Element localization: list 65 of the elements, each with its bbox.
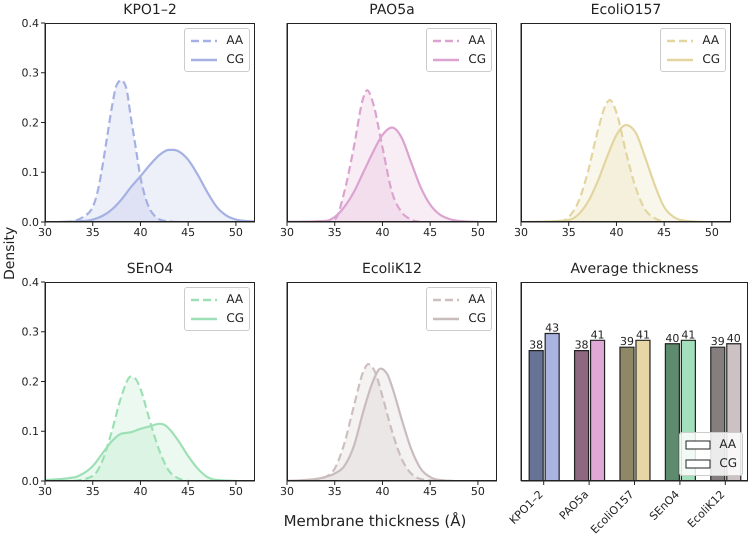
data-label: 43 bbox=[545, 321, 560, 334]
y-tick-label: 0.1 bbox=[22, 425, 39, 438]
x-tick-label: 50 bbox=[470, 226, 485, 239]
legend-label: AA bbox=[468, 32, 486, 49]
x-tick-label: 35 bbox=[562, 226, 576, 239]
x-tick-label: 45 bbox=[423, 484, 438, 498]
x-tick-label: 45 bbox=[423, 226, 438, 239]
x-tick-label: 30 bbox=[38, 484, 52, 498]
chart-title: SEnO4 bbox=[126, 260, 174, 278]
x-tick-label: 30 bbox=[280, 226, 294, 239]
x-tick-label: 40 bbox=[375, 226, 390, 239]
x-tick-label: 50 bbox=[228, 226, 243, 239]
legend-label: CG bbox=[226, 310, 244, 327]
data-label: 38 bbox=[574, 338, 589, 352]
y-tick-label: 0.0 bbox=[22, 474, 39, 488]
y-axis-title: Density bbox=[2, 226, 18, 280]
x-tick-label: 35 bbox=[86, 484, 100, 498]
y-tick-label: 0.1 bbox=[22, 166, 39, 180]
legend-label: CG bbox=[226, 51, 244, 68]
chart-title: PAO5a bbox=[368, 1, 416, 19]
x-tick-label: 45 bbox=[181, 226, 196, 239]
x-tick-label: 35 bbox=[328, 484, 342, 498]
x-tick-label: 50 bbox=[228, 484, 243, 498]
x-tick-label: 50 bbox=[470, 484, 485, 498]
data-label: 40 bbox=[665, 332, 680, 345]
y-tick-label: 0.0 bbox=[22, 216, 39, 229]
x-tick-label: 40 bbox=[133, 226, 148, 239]
data-label: 40 bbox=[726, 332, 741, 345]
legend-label: AA bbox=[468, 291, 486, 308]
legend-label: AA bbox=[719, 436, 736, 453]
data-label: 38 bbox=[529, 338, 544, 352]
y-tick-label: 0.3 bbox=[22, 326, 39, 339]
data-label: 39 bbox=[710, 335, 725, 348]
x-tick-label: 35 bbox=[86, 226, 100, 239]
y-tick-label: 0.2 bbox=[22, 375, 39, 388]
legend-label: CG bbox=[719, 455, 737, 472]
legend-label: CG bbox=[702, 51, 720, 68]
legend-label: AA bbox=[226, 32, 244, 49]
x-tick-label: 35 bbox=[328, 226, 342, 239]
x-tick-label: 30 bbox=[280, 484, 294, 498]
x-tick-label: 40 bbox=[133, 484, 148, 498]
y-tick-label: 0.4 bbox=[22, 276, 39, 289]
data-label: 41 bbox=[681, 328, 696, 342]
x-tick-label: 45 bbox=[181, 484, 196, 498]
y-tick-label: 0.3 bbox=[22, 66, 39, 80]
x-tick-label: 40 bbox=[609, 226, 624, 239]
x-tick-label: 40 bbox=[375, 484, 390, 498]
data-label: 41 bbox=[590, 328, 605, 342]
legend-label: CG bbox=[468, 310, 486, 327]
chart-title: Average thickness bbox=[569, 260, 700, 278]
data-label: 39 bbox=[620, 335, 634, 348]
x-tick-label: 30 bbox=[38, 226, 52, 239]
x-axis-title: Membrane thickness (Å) bbox=[284, 512, 466, 530]
x-tick-label: 45 bbox=[657, 226, 672, 239]
x-tick-label: 30 bbox=[514, 226, 528, 239]
legend-label: AA bbox=[226, 291, 244, 308]
legend-label: AA bbox=[702, 32, 720, 49]
chart-title: EcoliK12 bbox=[361, 260, 423, 278]
chart-title: KPO1–2 bbox=[122, 1, 178, 19]
chart-title: EcoliO157 bbox=[590, 1, 662, 19]
legend-label: CG bbox=[468, 51, 486, 68]
y-tick-label: 0.4 bbox=[22, 16, 39, 30]
y-tick-label: 0.2 bbox=[22, 116, 39, 130]
x-tick-label: 50 bbox=[704, 226, 719, 239]
data-label: 41 bbox=[636, 328, 650, 342]
